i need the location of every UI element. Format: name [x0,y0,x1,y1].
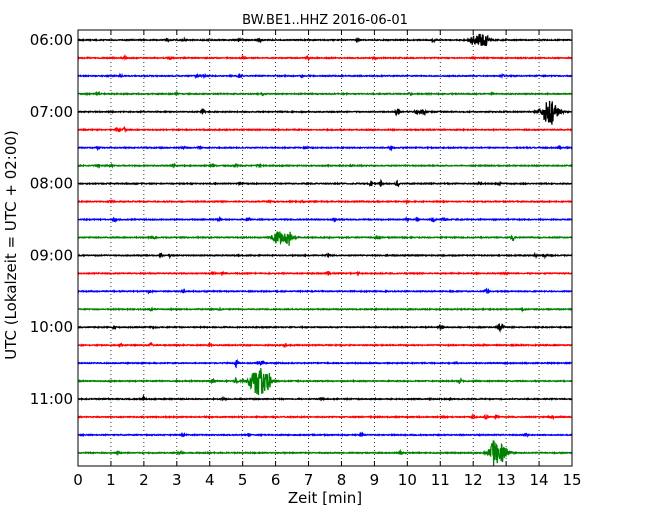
x-tick-label: 15 [562,471,581,489]
seismogram-trace [77,53,573,63]
seismogram-trace [77,287,573,295]
x-tick-label: 2 [139,471,149,489]
traces [77,33,573,466]
seismogram-trace [77,33,573,46]
x-tick-label: 7 [304,471,314,489]
x-axis: 0 1 2 3 4 5 6 7 8 9 10 11 12 13 14 15 [73,30,582,489]
x-tick-label: 13 [497,471,516,489]
seismogram-trace [77,341,573,349]
y-tick-label: 10:00 [30,318,73,336]
y-tick-label: 09:00 [30,246,73,264]
seismogram-trace [77,144,573,152]
x-tick-label: 0 [73,471,83,489]
x-tick-label: 10 [398,471,417,489]
seismogram-trace [77,90,573,97]
seismogram-trace [77,251,573,260]
seismogram-trace [77,162,573,169]
plot-frame [77,29,573,467]
x-tick-label: 1 [106,471,116,489]
x-tick-label: 9 [370,471,380,489]
seismogram-trace [77,306,573,313]
y-tick-label: 08:00 [30,175,73,193]
seismogram-trace [77,215,573,223]
y-tick-label: 11:00 [30,390,73,408]
x-tick-label: 14 [530,471,549,489]
y-tick-label: 07:00 [30,103,73,121]
x-axis-label: Zeit [min] [288,489,362,507]
seismogram-trace [77,178,573,188]
seismogram-trace [77,198,573,206]
y-tick-label: 06:00 [30,31,73,49]
seismogram-trace [77,368,573,396]
x-tick-label: 3 [172,471,182,489]
seismogram-trace [77,125,573,133]
x-tick-label: 8 [337,471,347,489]
seismogram-trace [77,394,573,402]
seismogram-trace [77,358,573,369]
title-group: BW.BE1..HHZ 2016-06-01 [242,13,408,28]
seismogram-trace [77,270,573,277]
y-axis: 06:00 07:00 08:00 09:00 10:00 11:00 [30,31,572,408]
x-tick-label: 5 [238,471,248,489]
seismogram-trace [77,440,573,466]
x-tick-label: 11 [431,471,450,489]
seismogram-trace [77,412,573,421]
chart-title: BW.BE1..HHZ 2016-06-01 [242,13,408,28]
seismogram-trace [77,431,573,438]
y-axis-label: UTC (Lokalzeit = UTC + 02:00) [2,130,20,360]
x-tick-label: 4 [205,471,215,489]
grid-lines [110,30,540,466]
seismogram-trace [77,100,573,125]
seismogram-trace [77,72,573,80]
seismogram-trace [77,323,573,333]
x-tick-label: 6 [271,471,281,489]
x-tick-label: 12 [464,471,483,489]
seismogram-trace [77,231,573,246]
